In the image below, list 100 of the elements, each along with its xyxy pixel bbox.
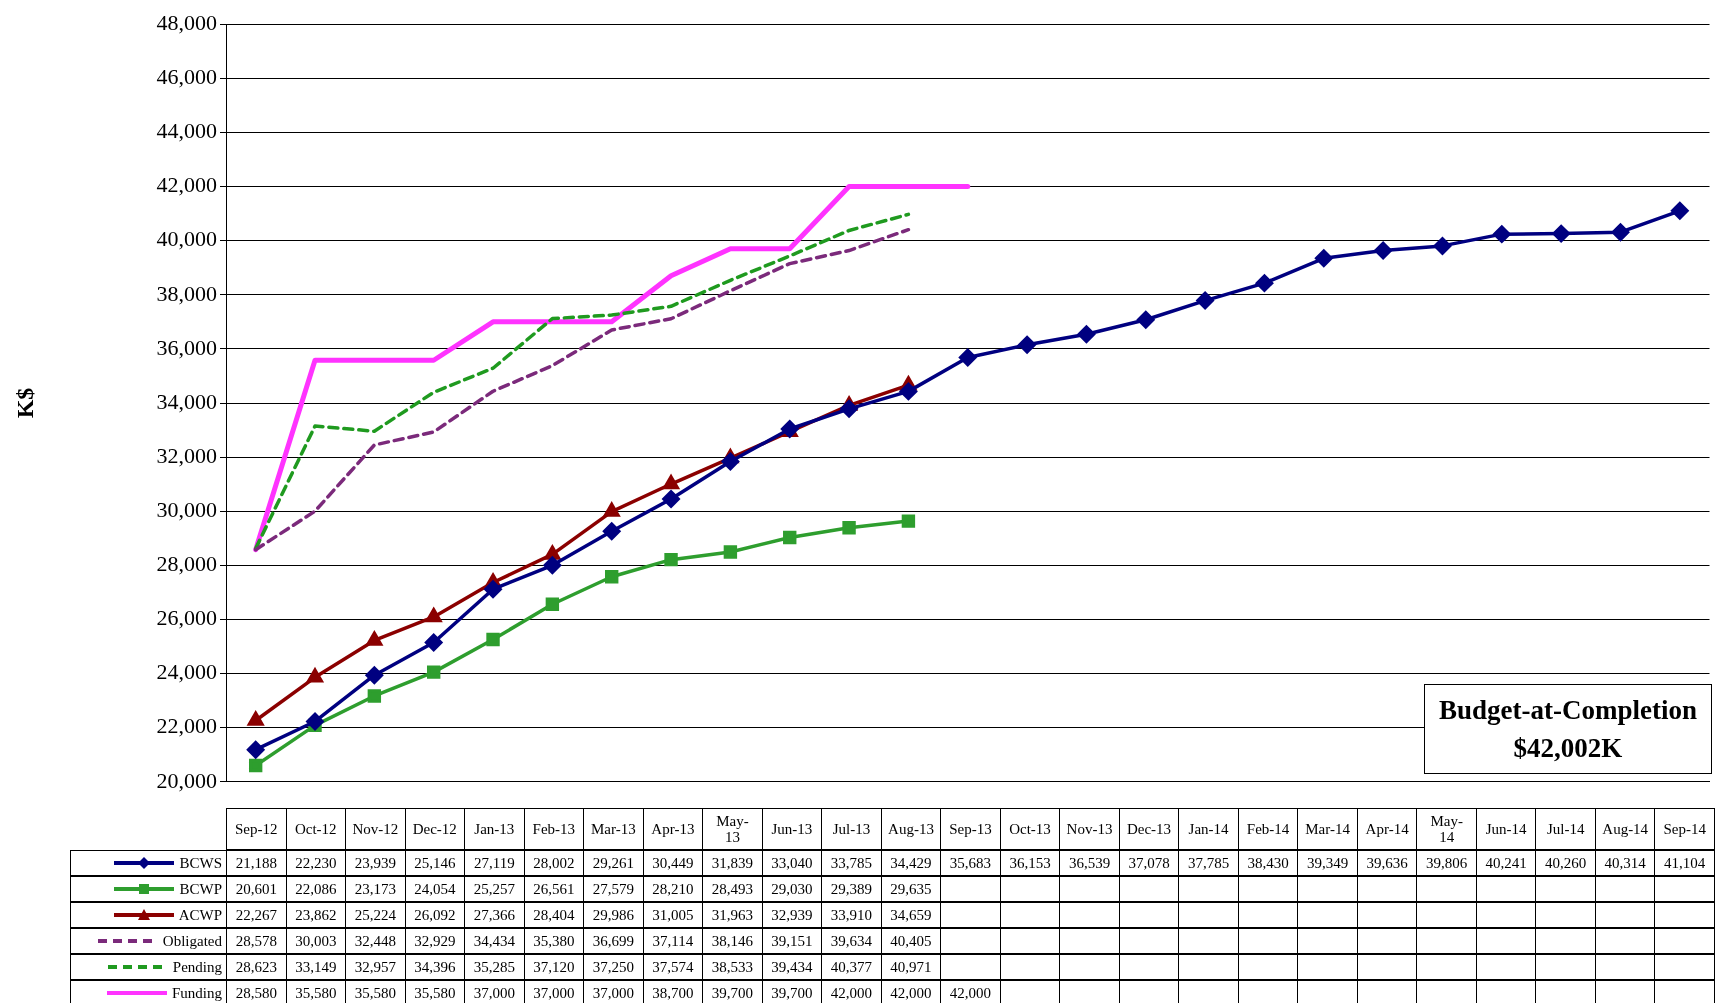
data-label: 35,285 — [464, 954, 525, 980]
data-label: 29,986 — [583, 902, 644, 928]
data-label: 35,380 — [523, 928, 585, 954]
legend-label: Pending — [172, 959, 222, 975]
data-label: 20,601 — [226, 876, 287, 902]
data-label: 37,000 — [523, 980, 585, 1003]
data-label: 35,580 — [404, 980, 466, 1003]
data-label: 31,839 — [702, 850, 763, 876]
data-label: 36,153 — [999, 850, 1061, 876]
legend-label: BCWP — [179, 881, 222, 897]
data-label: 22,230 — [285, 850, 347, 876]
data-label: 39,634 — [821, 928, 882, 954]
data-label: 27,119 — [464, 850, 525, 876]
data-label: 37,250 — [583, 954, 644, 980]
x-tick-label: Jan-13 — [464, 808, 525, 850]
data-label: 26,092 — [404, 902, 466, 928]
data-label: 34,434 — [464, 928, 525, 954]
y-tick-label: 24,000 — [156, 659, 217, 685]
data-label: 28,623 — [226, 954, 287, 980]
data-label: 39,434 — [761, 954, 823, 980]
data-label: 39,349 — [1297, 850, 1358, 876]
y-tick-label: 36,000 — [156, 334, 217, 360]
x-tick-label: Aug-14 — [1594, 808, 1656, 850]
data-label: 27,579 — [583, 876, 644, 902]
legend-label: Funding — [171, 985, 222, 1001]
annotation: $42,002K — [1512, 732, 1624, 765]
annotation: Budget-at-Completion — [1439, 694, 1697, 727]
data-label: 23,939 — [345, 850, 406, 876]
data-label: 39,806 — [1416, 850, 1477, 876]
data-label: 33,040 — [761, 850, 823, 876]
y-tick-label: 32,000 — [156, 442, 217, 468]
data-label: 36,699 — [583, 928, 644, 954]
x-tick-label: Mar-13 — [583, 808, 644, 850]
data-label: 33,785 — [821, 850, 882, 876]
data-label: 28,404 — [523, 902, 585, 928]
y-tick-label: 22,000 — [156, 713, 217, 739]
data-label: 28,002 — [523, 850, 585, 876]
data-label: 37,120 — [523, 954, 585, 980]
data-label: 30,003 — [285, 928, 347, 954]
y-tick-label: 26,000 — [156, 605, 217, 631]
data-label: 39,700 — [761, 980, 823, 1003]
data-label: 39,700 — [702, 980, 763, 1003]
data-label: 25,224 — [345, 902, 406, 928]
data-label: 29,261 — [583, 850, 644, 876]
data-label: 32,957 — [345, 954, 406, 980]
x-tick-label: Feb-13 — [523, 808, 585, 850]
y-tick-label: 20,000 — [156, 767, 217, 793]
data-label: 34,429 — [880, 850, 942, 876]
x-tick-label: May-14 — [1416, 808, 1477, 850]
data-label: 40,377 — [821, 954, 882, 980]
data-label: 32,929 — [404, 928, 466, 954]
x-tick-label: Jan-14 — [1178, 808, 1239, 850]
data-label: 35,580 — [345, 980, 406, 1003]
data-label: 29,030 — [761, 876, 823, 902]
y-tick-label: 42,000 — [156, 172, 217, 198]
data-label: 24,054 — [404, 876, 466, 902]
data-label: 37,078 — [1118, 850, 1180, 876]
data-label: 34,659 — [880, 902, 942, 928]
x-tick-label: Sep-14 — [1654, 808, 1715, 850]
data-label: 26,561 — [523, 876, 585, 902]
data-label: 34,396 — [404, 954, 466, 980]
data-label: 37,000 — [583, 980, 644, 1003]
data-label: 40,314 — [1594, 850, 1656, 876]
data-label: 35,580 — [285, 980, 347, 1003]
data-label: 21,188 — [226, 850, 287, 876]
x-tick-label: Mar-14 — [1297, 808, 1358, 850]
x-tick-label: Jul-14 — [1535, 808, 1596, 850]
x-tick-label: Dec-12 — [404, 808, 466, 850]
data-label: 39,151 — [761, 928, 823, 954]
data-label: 39,636 — [1356, 850, 1418, 876]
y-tick-label: 48,000 — [156, 9, 217, 35]
data-label: 38,700 — [642, 980, 704, 1003]
x-tick-label: Dec-13 — [1118, 808, 1180, 850]
x-tick-label: Sep-13 — [940, 808, 1001, 850]
data-label: 37,785 — [1178, 850, 1239, 876]
data-label: 32,448 — [345, 928, 406, 954]
x-tick-label: Nov-12 — [345, 808, 406, 850]
legend-label: ACWP — [178, 907, 222, 923]
data-label: 37,000 — [464, 980, 525, 1003]
data-label: 31,963 — [702, 902, 763, 928]
data-label: 31,005 — [642, 902, 704, 928]
x-tick-label: Oct-12 — [285, 808, 347, 850]
y-tick-label: 40,000 — [156, 226, 217, 252]
data-label: 28,580 — [226, 980, 287, 1003]
data-label: 29,635 — [880, 876, 942, 902]
data-label: 23,173 — [345, 876, 406, 902]
data-label: 36,539 — [1059, 850, 1120, 876]
x-tick-label: Apr-14 — [1356, 808, 1418, 850]
x-tick-label: Jul-13 — [821, 808, 882, 850]
data-label: 38,146 — [702, 928, 763, 954]
y-tick-label: 34,000 — [156, 388, 217, 414]
x-tick-label: Oct-13 — [999, 808, 1061, 850]
x-tick-label: Feb-14 — [1237, 808, 1299, 850]
data-label: 28,210 — [642, 876, 704, 902]
legend-label: Obligated — [162, 933, 222, 949]
data-label: 29,389 — [821, 876, 882, 902]
data-label: 42,000 — [940, 980, 1001, 1003]
data-label: 25,257 — [464, 876, 525, 902]
x-tick-label: Nov-13 — [1059, 808, 1120, 850]
y-tick-label: 44,000 — [156, 118, 217, 144]
